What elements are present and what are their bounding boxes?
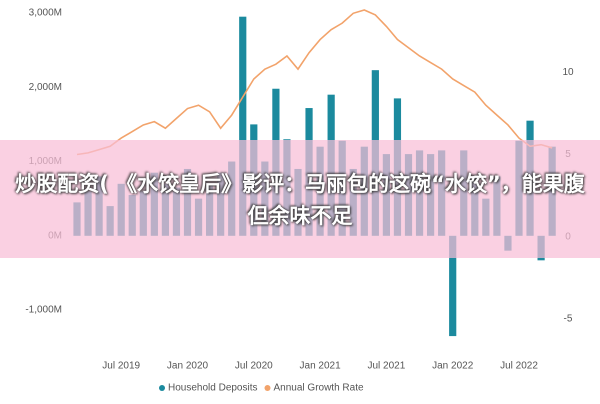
x-tick-label: Jan 2021 xyxy=(300,361,342,372)
banner-text: 炒股配资( 《水饺皇后》影评：马丽包的这碗“水饺”，能果腹但余味不足 xyxy=(0,140,600,258)
y-tick-label: -1,000M xyxy=(25,305,62,316)
bar xyxy=(239,16,247,236)
legend-marker xyxy=(159,385,165,391)
bar xyxy=(449,235,457,337)
x-tick-label: Jul 2022 xyxy=(500,361,538,372)
x-tick-label: Jan 2022 xyxy=(432,361,474,372)
line xyxy=(76,9,553,156)
y2-tick-label: -5 xyxy=(564,313,573,324)
legend-label: Annual Growth Rate xyxy=(274,383,364,394)
y2-tick-label: 10 xyxy=(562,67,574,78)
x-tick-label: Jul 2019 xyxy=(102,361,140,372)
legend-marker xyxy=(264,385,271,391)
x-tick-label: Jul 2020 xyxy=(235,361,273,372)
legend-label: Household Deposits xyxy=(168,383,258,394)
y-tick-label: 2,000M xyxy=(29,82,62,93)
y-tick-label: 3,000M xyxy=(29,8,62,19)
x-tick-label: Jan 2020 xyxy=(167,361,209,372)
x-tick-label: Jul 2021 xyxy=(367,361,405,372)
